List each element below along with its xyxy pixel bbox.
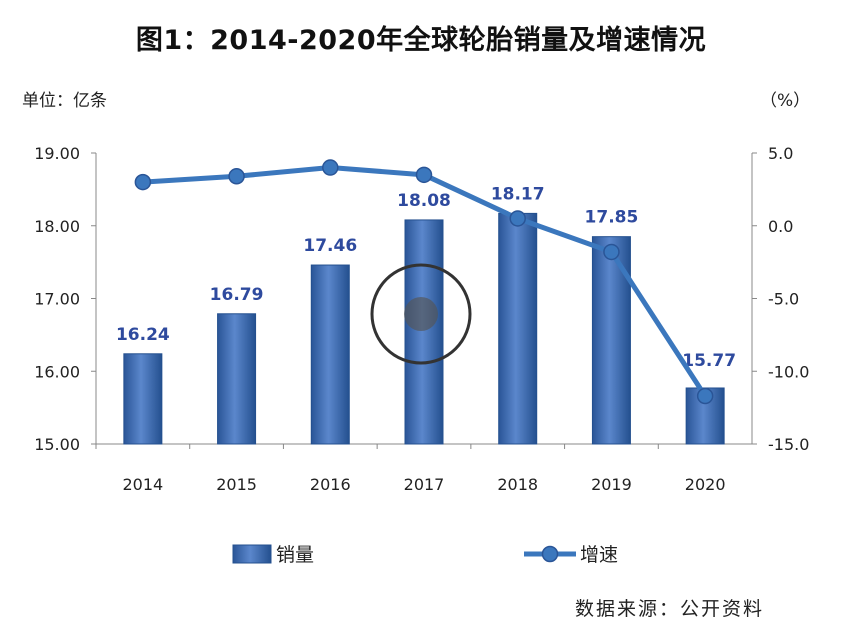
right-tick-label: 5.0	[768, 144, 793, 163]
left-axis-unit: 单位：亿条	[22, 91, 107, 111]
cursor-dot	[404, 297, 438, 331]
bar-2014	[123, 353, 163, 445]
cursor-ring	[370, 263, 472, 365]
legend-bar-swatch	[232, 544, 272, 564]
legend-line-label: 增速	[580, 544, 618, 566]
x-tick-label: 2020	[685, 475, 726, 494]
cursor-indicator	[370, 263, 472, 365]
x-tick-label: 2016	[310, 475, 351, 494]
growth-point-2019	[603, 243, 620, 261]
right-tick-label: 0.0	[768, 217, 793, 236]
left-tick-label: 15.00	[34, 435, 80, 454]
data-label-2014: 16.24	[116, 325, 170, 345]
x-tick-label: 2019	[591, 475, 632, 494]
growth-line	[134, 159, 714, 405]
source-note: 数据来源：公开资料	[575, 598, 765, 620]
x-tick-label: 2014	[122, 475, 163, 494]
chart-title: 图1：2014-2020年全球轮胎销量及增速情况	[135, 25, 707, 56]
x-tick-label: 2018	[497, 475, 538, 494]
data-label-2018: 18.17	[491, 184, 545, 204]
left-tick-label: 16.00	[34, 362, 80, 381]
bars	[123, 212, 725, 445]
data-label-2020: 15.77	[682, 351, 736, 371]
right-tick-label: -15.0	[768, 435, 809, 454]
x-tick-label: 2015	[216, 475, 257, 494]
bar-2015	[217, 313, 257, 445]
legend: 销量 增速	[232, 544, 618, 566]
legend-line-marker	[541, 545, 559, 563]
right-axis-unit: （%）	[760, 91, 811, 111]
bar-2016	[310, 264, 350, 445]
growth-point-2018	[509, 210, 526, 227]
left-tick-label: 17.00	[34, 290, 80, 309]
data-label-2015: 16.79	[210, 285, 264, 305]
bar-2017	[404, 219, 444, 445]
x-tick-label: 2017	[404, 475, 445, 494]
growth-point-2017	[415, 166, 433, 184]
growth-point-2015	[228, 168, 245, 185]
legend-bar-label: 销量	[276, 544, 314, 566]
data-label-2017: 18.08	[397, 191, 451, 211]
growth-point-2016	[322, 159, 339, 176]
left-tick-label: 19.00	[34, 144, 80, 163]
data-labels: 16.24 16.79 17.46 18.08 18.17 17.85 15.77	[116, 184, 736, 371]
bar-2019	[591, 236, 631, 445]
data-label-2016: 17.46	[303, 236, 357, 256]
data-label-2019: 17.85	[585, 208, 639, 228]
bar-2018	[498, 212, 538, 445]
growth-point-2020	[696, 387, 714, 405]
left-tick-label: 18.00	[34, 217, 80, 236]
right-tick-label: -5.0	[768, 290, 799, 309]
right-tick-label: -10.0	[768, 362, 809, 381]
axes: 15.00 16.00 17.00 18.00 19.00 -15.0 -10.0 -5.0 0…	[34, 144, 809, 494]
growth-point-2014	[134, 173, 152, 191]
